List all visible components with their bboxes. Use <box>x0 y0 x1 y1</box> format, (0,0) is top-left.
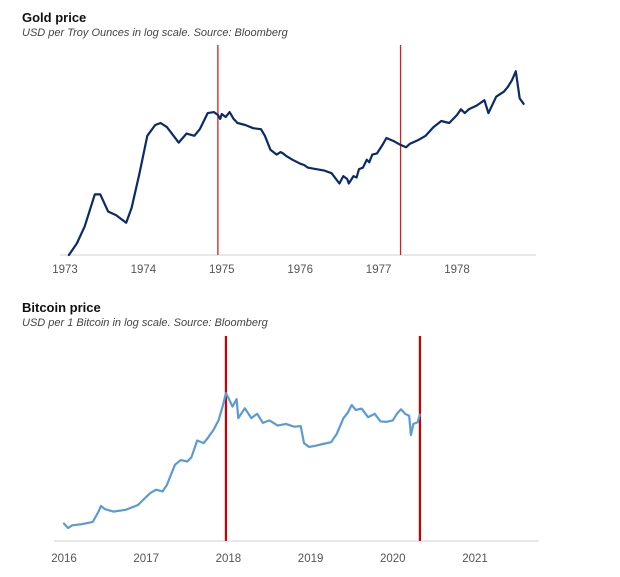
bitcoin-x-tick-label: 2019 <box>298 553 324 565</box>
bitcoin-x-tick-label: 2018 <box>216 553 242 565</box>
gold-chart-subtitle: USD per Troy Ounces in log scale. Source… <box>22 27 288 39</box>
bitcoin-chart-title: Bitcoin price <box>22 300 101 315</box>
bitcoin-x-tick-label: 2021 <box>462 553 488 565</box>
bitcoin-x-tick-label: 2020 <box>380 553 406 565</box>
gold-x-tick-label: 1973 <box>52 264 78 276</box>
bitcoin-chart-subtitle: USD per 1 Bitcoin in log scale. Source: … <box>22 317 268 329</box>
gold-x-tick-label: 1978 <box>444 264 470 276</box>
bitcoin-x-tick-label: 2017 <box>133 553 159 565</box>
gold-x-tick-label: 1975 <box>209 264 235 276</box>
gold-chart-title: Gold price <box>22 10 87 25</box>
gold-x-tick-label: 1976 <box>287 264 313 276</box>
bitcoin-x-tick-label: 2016 <box>51 553 77 565</box>
gold-x-tick-label: 1977 <box>366 264 392 276</box>
gold-x-tick-label: 1974 <box>131 264 157 276</box>
gold-price-line <box>67 70 525 257</box>
bitcoin-price-line <box>62 392 421 530</box>
